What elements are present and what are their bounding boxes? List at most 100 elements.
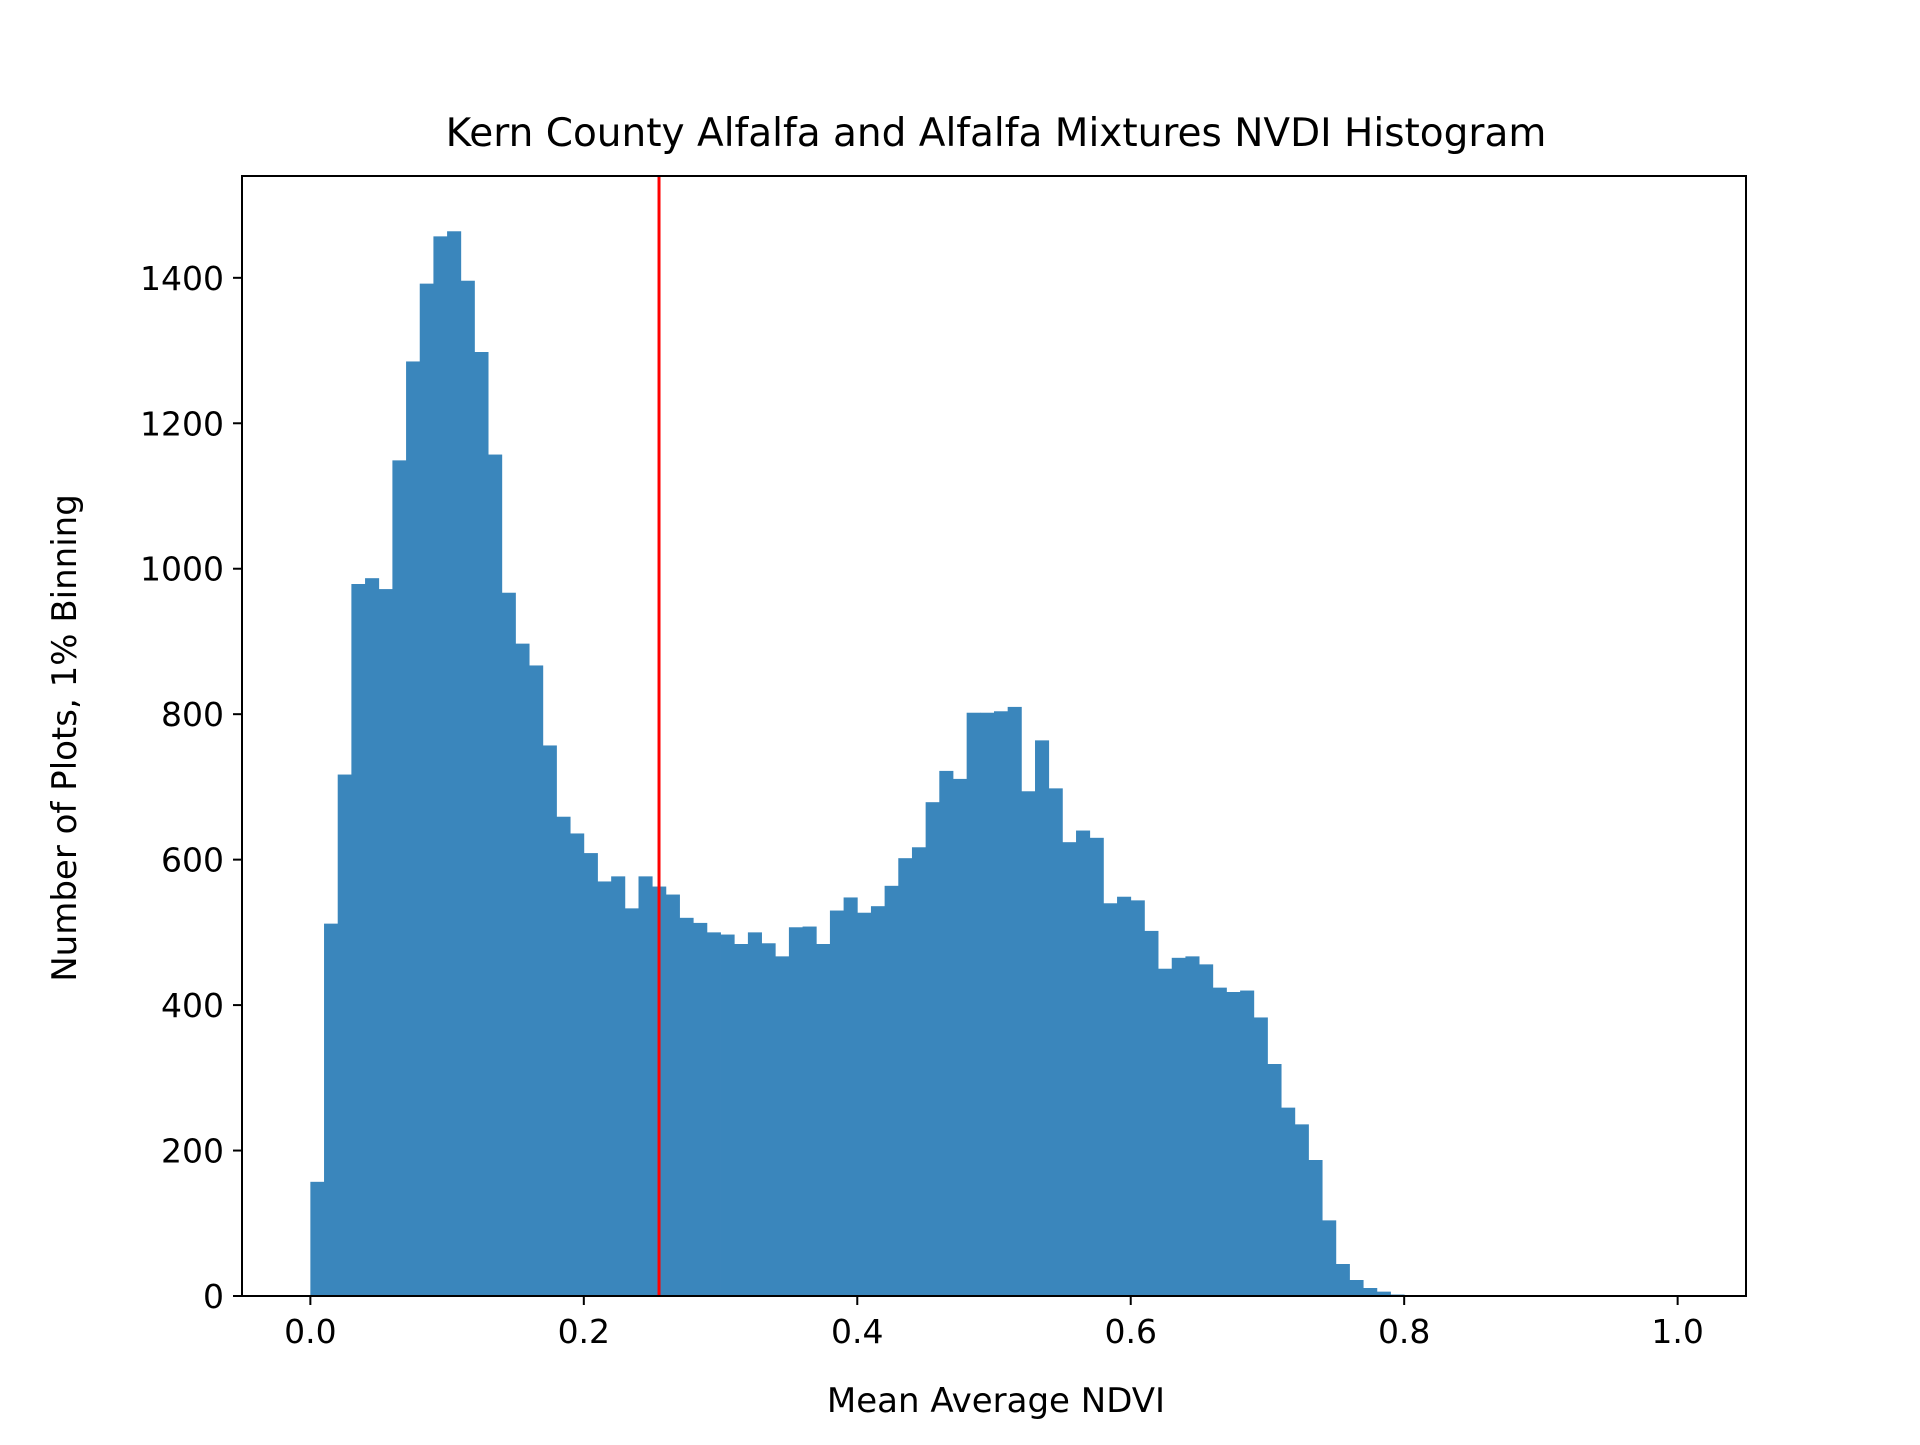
histogram-bar [1171, 957, 1186, 1296]
histogram-bar [857, 912, 872, 1296]
histogram-bar [365, 578, 380, 1296]
histogram-bar [624, 908, 639, 1296]
histogram-bar [1322, 1220, 1337, 1296]
histogram-bar [406, 361, 421, 1296]
histogram-bar [474, 352, 489, 1296]
histogram-bar [939, 770, 954, 1296]
histogram-bar [816, 944, 831, 1296]
histogram-bar [706, 932, 721, 1296]
histogram-bar [1363, 1288, 1378, 1296]
histogram-bar [460, 280, 475, 1296]
histogram-bar [747, 932, 762, 1296]
histogram-bar [433, 236, 448, 1296]
histogram-bar [1144, 930, 1159, 1296]
y-tick-label: 1200 [140, 404, 224, 443]
plot-frame [241, 175, 1747, 1297]
histogram-bar [1349, 1280, 1364, 1296]
histogram-bar [1130, 900, 1145, 1296]
histogram-bar [952, 778, 968, 1296]
histogram-bar [1117, 896, 1132, 1296]
histogram-bar [515, 643, 530, 1296]
histogram-bar [529, 665, 544, 1296]
histogram-bar [1294, 1124, 1309, 1296]
histogram-bar [994, 711, 1009, 1296]
histogram-bar [884, 885, 899, 1296]
histogram-bar [1376, 1291, 1391, 1296]
histogram-bar [1007, 706, 1022, 1296]
histogram-bar [447, 231, 462, 1297]
y-tick-label: 600 [161, 841, 224, 880]
histogram-bar [488, 454, 503, 1297]
histogram-bars [310, 231, 1405, 1297]
histogram-bar [337, 774, 352, 1296]
histogram-bar [788, 927, 803, 1296]
histogram-bar [1158, 968, 1173, 1296]
histogram-bar [611, 876, 626, 1296]
histogram-bar [638, 876, 653, 1296]
histogram-bar [324, 923, 339, 1296]
x-tick-label: 1.0 [1651, 1312, 1703, 1351]
histogram-bar [1335, 1264, 1350, 1296]
histogram-bar [583, 853, 598, 1296]
histogram-bar [501, 592, 516, 1296]
histogram-bar [1199, 964, 1214, 1296]
x-tick-label: 0.6 [1104, 1312, 1156, 1351]
histogram-bar [829, 910, 844, 1296]
histogram-bar [351, 584, 366, 1296]
histogram-bar [310, 1181, 325, 1296]
y-tick-label: 800 [161, 695, 224, 734]
histogram-bar [1240, 990, 1255, 1296]
histogram-bar [1185, 956, 1200, 1296]
histogram-bar [734, 944, 749, 1296]
histogram-bar [843, 897, 858, 1296]
histogram-bar [898, 858, 913, 1296]
histogram-bar [1076, 830, 1091, 1296]
histogram-bar [1062, 842, 1077, 1296]
histogram-bar [1103, 903, 1118, 1296]
x-tick-label: 0.0 [284, 1312, 336, 1351]
y-tick-label: 1000 [140, 550, 224, 589]
histogram-bar [925, 802, 940, 1296]
histogram-bar [570, 833, 585, 1296]
histogram-bar [1308, 1160, 1323, 1296]
histogram-bar [1021, 791, 1036, 1296]
y-tick-label: 200 [161, 1132, 224, 1171]
histogram-bar [802, 926, 817, 1296]
histogram-bar [556, 816, 571, 1296]
x-tick-label: 0.4 [831, 1312, 883, 1351]
histogram-bar [1089, 837, 1104, 1296]
histogram-bar [1253, 1017, 1268, 1296]
histogram-bar [392, 460, 407, 1296]
y-tick-label: 400 [161, 986, 224, 1025]
y-tick-label: 1400 [140, 259, 224, 298]
y-axis: 0 200 400 600 800 1000 1200 1400 [140, 259, 242, 1316]
histogram-bar [1267, 1064, 1282, 1296]
histogram-bar [679, 917, 694, 1296]
x-axis: 0.0 0.2 0.4 0.6 0.8 1.0 [284, 1296, 1704, 1351]
histogram-bar [870, 906, 886, 1296]
histogram-bar [966, 712, 981, 1296]
histogram-bar [693, 922, 708, 1296]
y-axis-label: Number of Plots, 1% Binning [45, 494, 85, 982]
histogram-bar [665, 894, 680, 1296]
histogram-bar [1212, 987, 1227, 1296]
x-tick-label: 0.8 [1378, 1312, 1430, 1351]
histogram-bar [419, 283, 434, 1296]
histogram-bar [761, 943, 776, 1296]
chart-title: Kern County Alfalfa and Alfalfa Mixtures… [446, 111, 1547, 156]
x-tick-label: 0.2 [558, 1312, 610, 1351]
x-axis-label: Mean Average NDVI [827, 1381, 1165, 1421]
histogram-bar [1035, 740, 1050, 1296]
histogram-bar [378, 589, 393, 1296]
histogram-bar [720, 934, 735, 1296]
histogram-bar [1048, 788, 1063, 1296]
histogram-bar [911, 847, 927, 1296]
histogram-bar [1226, 992, 1241, 1296]
histogram-bar [775, 956, 790, 1296]
histogram-bar [1281, 1107, 1296, 1296]
histogram-bar [980, 712, 995, 1296]
histogram-bar [542, 745, 557, 1296]
histogram-bar [597, 881, 612, 1296]
